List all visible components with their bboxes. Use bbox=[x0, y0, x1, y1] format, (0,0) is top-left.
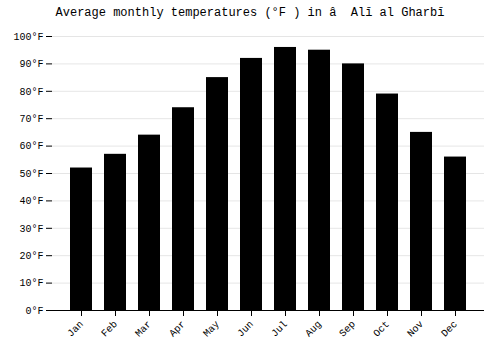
svg-text:40°F: 40°F bbox=[19, 196, 43, 207]
svg-text:Apr: Apr bbox=[167, 319, 188, 340]
svg-text:100°F: 100°F bbox=[13, 32, 43, 43]
svg-text:Feb: Feb bbox=[99, 319, 120, 340]
svg-text:Dec: Dec bbox=[439, 319, 460, 340]
svg-text:50°F: 50°F bbox=[19, 169, 43, 180]
svg-text:20°F: 20°F bbox=[19, 251, 43, 262]
svg-text:May: May bbox=[201, 319, 222, 340]
svg-text:Sep: Sep bbox=[337, 319, 358, 340]
svg-text:60°F: 60°F bbox=[19, 141, 43, 152]
svg-text:Mar: Mar bbox=[133, 319, 154, 340]
svg-text:Nov: Nov bbox=[405, 319, 426, 340]
svg-text:Jul: Jul bbox=[269, 319, 290, 340]
svg-text:Jun: Jun bbox=[235, 319, 256, 340]
svg-text:90°F: 90°F bbox=[19, 59, 43, 70]
svg-text:Aug: Aug bbox=[303, 319, 324, 340]
svg-text:70°F: 70°F bbox=[19, 114, 43, 125]
svg-text:80°F: 80°F bbox=[19, 87, 43, 98]
svg-text:Oct: Oct bbox=[371, 319, 392, 340]
html-text:Average monthly temperatures (: Average monthly temperatures (°F ) in â … bbox=[55, 6, 445, 20]
svg-text:0°F: 0°F bbox=[25, 306, 43, 317]
svg-text:10°F: 10°F bbox=[19, 278, 43, 289]
svg-text:30°F: 30°F bbox=[19, 224, 43, 235]
svg-text:Jan: Jan bbox=[65, 319, 86, 340]
